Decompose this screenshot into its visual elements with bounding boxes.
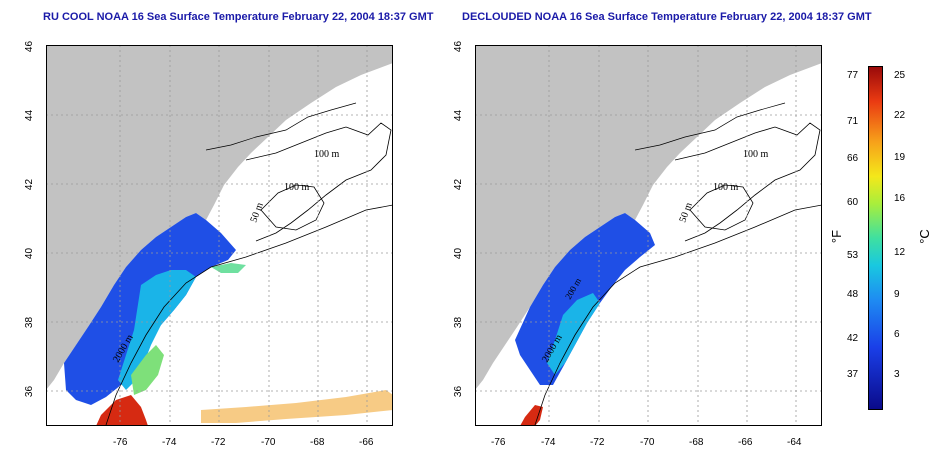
lat-tick: 40 — [453, 247, 465, 260]
colorbar-f-tick: 77 — [847, 70, 859, 81]
colorbar-f-tick: 66 — [847, 153, 859, 164]
lat-tick: 38 — [24, 316, 36, 329]
sst-mid-shelf — [547, 293, 600, 375]
lon-tick: -64 — [787, 437, 802, 448]
contour-50m — [689, 184, 754, 231]
contour-100m-inner — [205, 102, 357, 151]
lat-tick: 44 — [24, 109, 36, 122]
contour-100m — [245, 122, 392, 242]
colorbar-c-tick: 6 — [894, 329, 900, 340]
lat-tick: 42 — [453, 178, 465, 191]
colorbar-f-tick: 53 — [847, 250, 859, 261]
right-panel-title: DECLOUDED NOAA 16 Sea Surface Temperatur… — [462, 11, 872, 23]
lon-tick: -66 — [738, 437, 753, 448]
lon-tick: -72 — [211, 437, 226, 448]
contour-100m — [674, 122, 821, 242]
lat-tick: 46 — [453, 40, 465, 53]
colorbar-c-tick: 12 — [894, 247, 906, 258]
graticule — [475, 45, 822, 426]
sst-offshore-warm — [201, 390, 393, 423]
lon-tick: -76 — [491, 437, 506, 448]
colorbar-c-tick: 9 — [894, 289, 900, 300]
contour-50m — [260, 184, 325, 231]
contour-2000m — [105, 204, 393, 426]
lat-tick: 40 — [24, 247, 36, 260]
colorbar-f-tick: 42 — [847, 333, 859, 344]
contour-label: 100 m — [314, 149, 340, 160]
sst-gulfstream — [520, 405, 543, 426]
temperature-colorbar — [868, 66, 883, 410]
colorbar-celsius-unit: °C — [916, 229, 932, 244]
contour-2000m — [534, 204, 822, 426]
lon-tick: -74 — [162, 437, 177, 448]
lon-tick: -72 — [590, 437, 605, 448]
lon-tick: -70 — [640, 437, 655, 448]
colorbar-f-tick: 60 — [847, 197, 859, 208]
sst-gulfstream-edge — [131, 345, 164, 395]
lon-tick: -68 — [310, 437, 325, 448]
colorbar-f-tick: 37 — [847, 369, 859, 380]
colorbar-f-tick: 48 — [847, 289, 859, 300]
lon-tick: -66 — [359, 437, 374, 448]
sst-mid-shelf — [118, 270, 196, 390]
lat-tick: 36 — [453, 385, 465, 398]
lat-tick: 38 — [453, 316, 465, 329]
colorbar-c-tick: 19 — [894, 152, 906, 163]
colorbar-c-tick: 3 — [894, 369, 900, 380]
lon-tick: -76 — [113, 437, 128, 448]
contour-label: 100 m — [713, 182, 739, 193]
land-mass — [46, 45, 393, 390]
contour-label: 100 m — [743, 149, 769, 160]
contour-100m-inner — [634, 102, 786, 151]
lat-tick: 42 — [24, 178, 36, 191]
land-mass — [475, 45, 822, 390]
right-sst-map: 100 m 100 m 50 m 2000 m 200 m — [475, 45, 822, 426]
lon-tick: -70 — [261, 437, 276, 448]
contour-label: 100 m — [284, 182, 310, 193]
lat-tick: 46 — [24, 40, 36, 53]
colorbar-fahrenheit-unit: °F — [829, 229, 845, 244]
lon-tick: -68 — [689, 437, 704, 448]
colorbar-c-tick: 16 — [894, 193, 906, 204]
left-sst-map: 100 m 100 m 50 m 2000 m — [46, 45, 393, 426]
lon-tick: -74 — [541, 437, 556, 448]
left-panel-title: RU COOL NOAA 16 Sea Surface Temperature … — [43, 11, 434, 23]
colorbar-c-tick: 22 — [894, 110, 906, 121]
graticule — [46, 45, 393, 426]
sst-gulfstream — [96, 395, 148, 426]
colorbar-f-tick: 71 — [847, 116, 859, 127]
lat-tick: 36 — [24, 385, 36, 398]
sst-left-cyan-patch — [211, 263, 246, 273]
colorbar-c-tick: 25 — [894, 70, 906, 81]
lat-tick: 44 — [453, 109, 465, 122]
